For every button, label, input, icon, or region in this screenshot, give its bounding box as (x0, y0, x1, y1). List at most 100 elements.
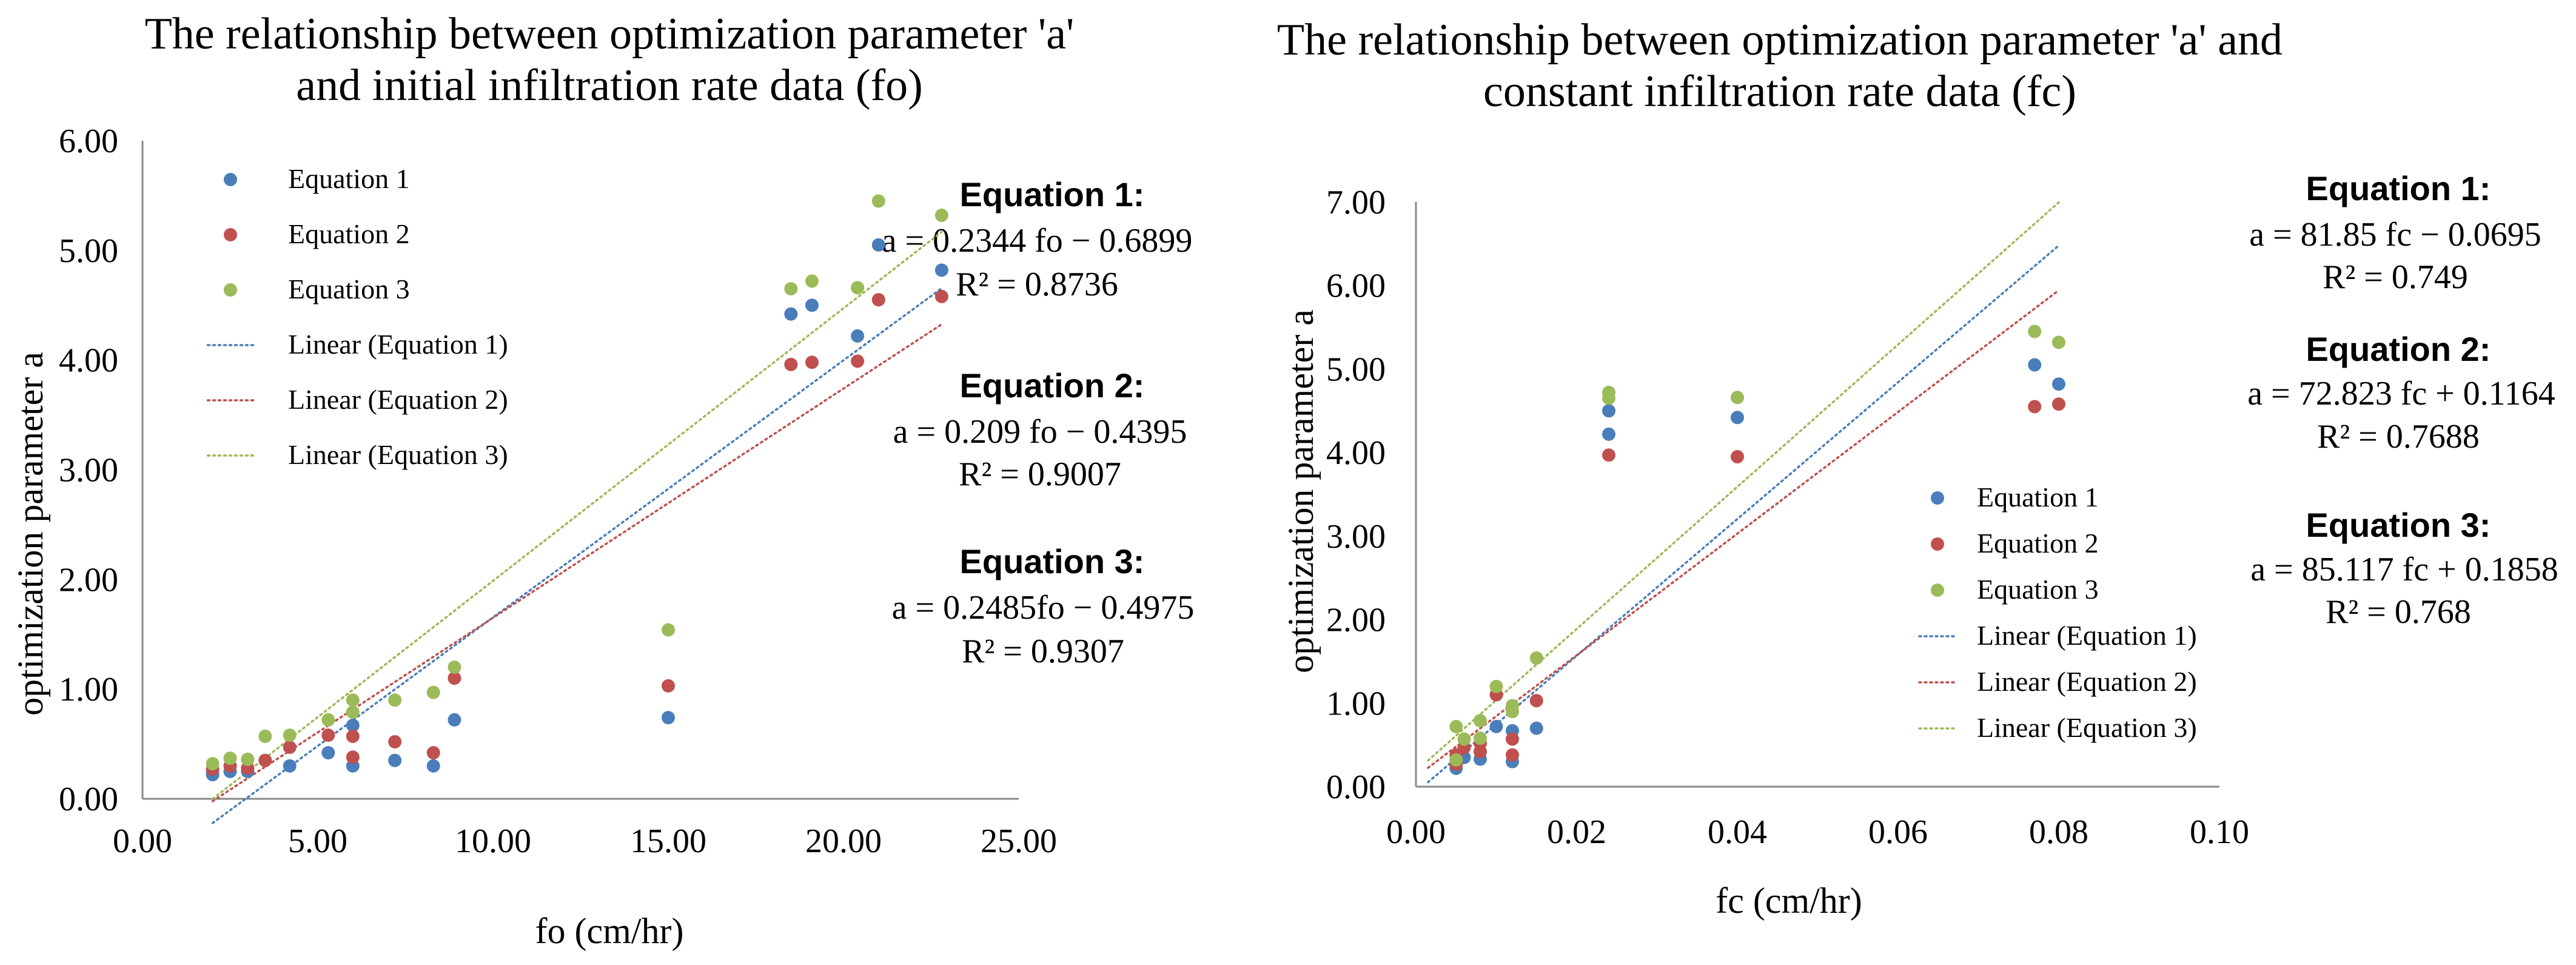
data-point-equation-2 (784, 357, 798, 371)
annotation-equation-1: Equation 1: a = 0.2344 fo − 0.6899 R² = … (882, 175, 1193, 303)
data-point-equation-3 (1457, 732, 1471, 746)
data-point-equation-2 (871, 293, 885, 307)
data-point-equation-2 (1506, 748, 1519, 762)
data-point-equation-1 (1529, 721, 1543, 735)
data-point-equation-3 (1449, 719, 1463, 733)
data-point-equation-1 (2052, 377, 2065, 391)
data-point-equation-3 (1474, 731, 1487, 745)
data-point-equation-2 (1529, 694, 1543, 708)
legend-label: Equation 2 (1977, 528, 2099, 559)
data-point-equation-1 (784, 307, 798, 321)
y-tick-label: 7.00 (1326, 184, 1386, 221)
data-point-equation-3 (851, 281, 865, 295)
y-tick-label: 2.00 (1326, 602, 1386, 639)
y-tick-label: 0.00 (1326, 768, 1386, 806)
y-tick-label: 3.00 (59, 452, 118, 489)
data-point-equation-1 (871, 238, 885, 252)
legend-marker-equation-3 (1931, 583, 1944, 597)
trendline-equation-1 (1427, 244, 2060, 784)
equation-formula: a = 0.2344 fo − 0.6899 (882, 222, 1193, 260)
x-tick-label: 10.00 (455, 822, 531, 860)
data-point-equation-1 (426, 759, 440, 773)
data-point-equation-1 (662, 711, 675, 725)
data-point-equation-1 (448, 713, 461, 727)
data-point-equation-3 (805, 274, 819, 288)
y-tick-label: 5.00 (1326, 351, 1386, 388)
x-tick-label: 5.00 (288, 822, 347, 860)
chart-title-line-2: constant infiltration rate data (fc) (1483, 67, 2076, 116)
y-tick-label: 6.00 (59, 123, 118, 160)
data-point-equation-3 (934, 208, 948, 222)
y-axis-title: optimization parameter a (1281, 309, 1321, 673)
data-point-equation-2 (346, 729, 360, 743)
chart-title-line-1: The relationship between optimization pa… (145, 9, 1075, 59)
x-tick-label: 0.06 (1868, 813, 1928, 851)
trendline-equation-2 (211, 323, 943, 802)
annotation-equation-3: Equation 3: a = 0.2485fo − 0.4975 R² = 0… (892, 542, 1195, 670)
equation-heading: Equation 3: (2306, 506, 2491, 544)
data-point-equation-3 (784, 282, 798, 296)
y-tick-label: 3.00 (1326, 518, 1386, 556)
equation-r-squared: R² = 0.7688 (2317, 418, 2480, 456)
data-point-equation-3 (1474, 714, 1487, 728)
data-point-equation-3 (388, 693, 402, 707)
x-tick-label: 25.00 (981, 822, 1057, 860)
equation-r-squared: R² = 0.9307 (962, 633, 1124, 670)
legend-label: Linear (Equation 1) (1977, 620, 2197, 651)
data-point-equation-1 (851, 329, 865, 343)
legend-label: Linear (Equation 2) (288, 384, 508, 415)
data-point-equation-2 (1602, 448, 1615, 462)
data-point-equation-3 (1529, 651, 1543, 665)
data-point-equation-3 (258, 729, 272, 743)
x-axis-title: fo (cm/hr) (535, 911, 684, 951)
data-point-equation-2 (2028, 400, 2042, 414)
x-tick-label: 0.00 (113, 822, 172, 860)
y-tick-label: 1.00 (1326, 685, 1386, 722)
annotation-equation-3: Equation 3: a = 85.117 fc + 0.1858 R² = … (2250, 506, 2558, 631)
data-point-equation-3 (871, 194, 885, 208)
data-point-equation-3 (1731, 391, 1744, 405)
legend-label: Linear (Equation 1) (288, 329, 508, 360)
data-point-equation-3 (448, 661, 461, 674)
data-point-equation-1 (388, 753, 402, 767)
equation-heading: Equation 3: (960, 542, 1145, 580)
y-tick-label: 4.00 (59, 342, 118, 380)
equation-formula: a = 81.85 fc − 0.0695 (2249, 216, 2541, 254)
legend-label: Linear (Equation 3) (1977, 712, 2197, 743)
data-point-equation-2 (851, 354, 865, 368)
legend-label: Equation 1 (288, 163, 410, 194)
data-point-equation-1 (805, 298, 819, 312)
annotation-equation-2: Equation 2: a = 72.823 fc + 0.1164 R² = … (2247, 330, 2555, 456)
y-tick-label: 2.00 (59, 561, 118, 599)
data-point-equation-2 (258, 753, 272, 767)
y-axis-title: optimization parameter a (10, 352, 50, 716)
trendline-equation-1 (211, 287, 943, 824)
annotation-equation-1: Equation 1: a = 81.85 fc − 0.0695 R² = 0… (2249, 169, 2541, 296)
y-tick-label: 1.00 (59, 671, 118, 708)
chart-title-line-1: The relationship between optimization pa… (1277, 15, 2283, 65)
equation-r-squared: R² = 0.9007 (959, 456, 1121, 493)
data-point-equation-3 (321, 713, 335, 727)
trendline-equation-3 (1427, 201, 2060, 762)
data-point-equation-3 (1449, 753, 1463, 767)
data-point-equation-3 (1506, 699, 1519, 713)
equation-heading: Equation 1: (960, 175, 1145, 214)
data-point-equation-2 (934, 289, 948, 303)
x-tick-label: 0.00 (1386, 813, 1446, 851)
data-point-equation-2 (388, 735, 402, 748)
trendline-equation-2 (1427, 289, 2060, 769)
chart-fo: The relationship between optimization pa… (10, 9, 1194, 951)
legend-label: Linear (Equation 3) (288, 439, 508, 470)
equation-formula: a = 0.2485fo − 0.4975 (892, 589, 1195, 627)
data-point-equation-3 (346, 693, 360, 707)
data-point-equation-3 (1602, 385, 1615, 399)
y-tick-label: 6.00 (1326, 267, 1386, 305)
data-point-equation-2 (346, 750, 360, 764)
legend-marker-equation-2 (1931, 537, 1944, 551)
equation-r-squared: R² = 0.768 (2326, 593, 2471, 631)
data-point-equation-2 (1506, 732, 1519, 746)
data-point-equation-3 (662, 623, 675, 637)
data-point-equation-3 (241, 752, 255, 766)
y-tick-label: 4.00 (1326, 434, 1386, 472)
x-tick-label: 15.00 (630, 822, 706, 860)
